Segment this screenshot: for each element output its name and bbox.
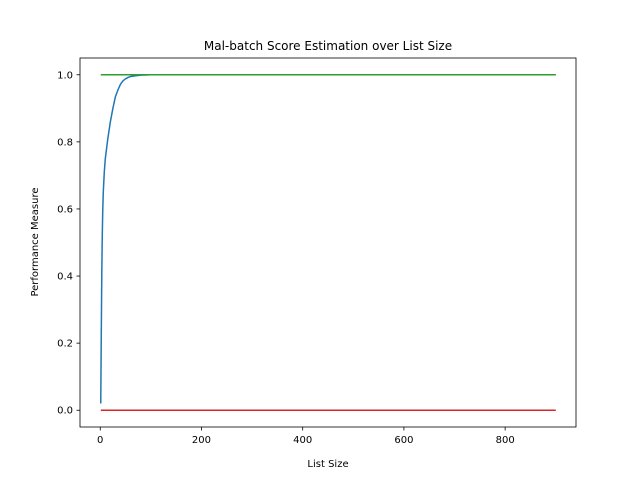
y-tick-label: 0.4 bbox=[57, 272, 73, 283]
chart-title: Mal-batch Score Estimation over List Siz… bbox=[204, 39, 452, 53]
series-layer bbox=[100, 74, 556, 411]
x-tick-label: 0 bbox=[97, 435, 103, 446]
ticks-layer: 0 200 400 600 800 0.0 0.2 0.4 0.6 0.8 1.0 bbox=[57, 70, 515, 446]
y-axis-label: Performance Measure bbox=[30, 187, 41, 296]
x-tick-label: 800 bbox=[496, 435, 515, 446]
y-tick-label: 0.0 bbox=[57, 406, 73, 417]
y-tick-label: 0.8 bbox=[57, 137, 73, 148]
x-tick-label: 600 bbox=[394, 435, 413, 446]
x-tick-label: 400 bbox=[293, 435, 312, 446]
plot-frame bbox=[79, 57, 577, 428]
y-tick-label: 0.6 bbox=[57, 204, 73, 215]
y-tick-label: 0.2 bbox=[57, 339, 73, 350]
x-axis-label: List Size bbox=[307, 459, 348, 470]
y-tick-label: 1.0 bbox=[57, 70, 73, 81]
x-tick-label: 200 bbox=[192, 435, 211, 446]
